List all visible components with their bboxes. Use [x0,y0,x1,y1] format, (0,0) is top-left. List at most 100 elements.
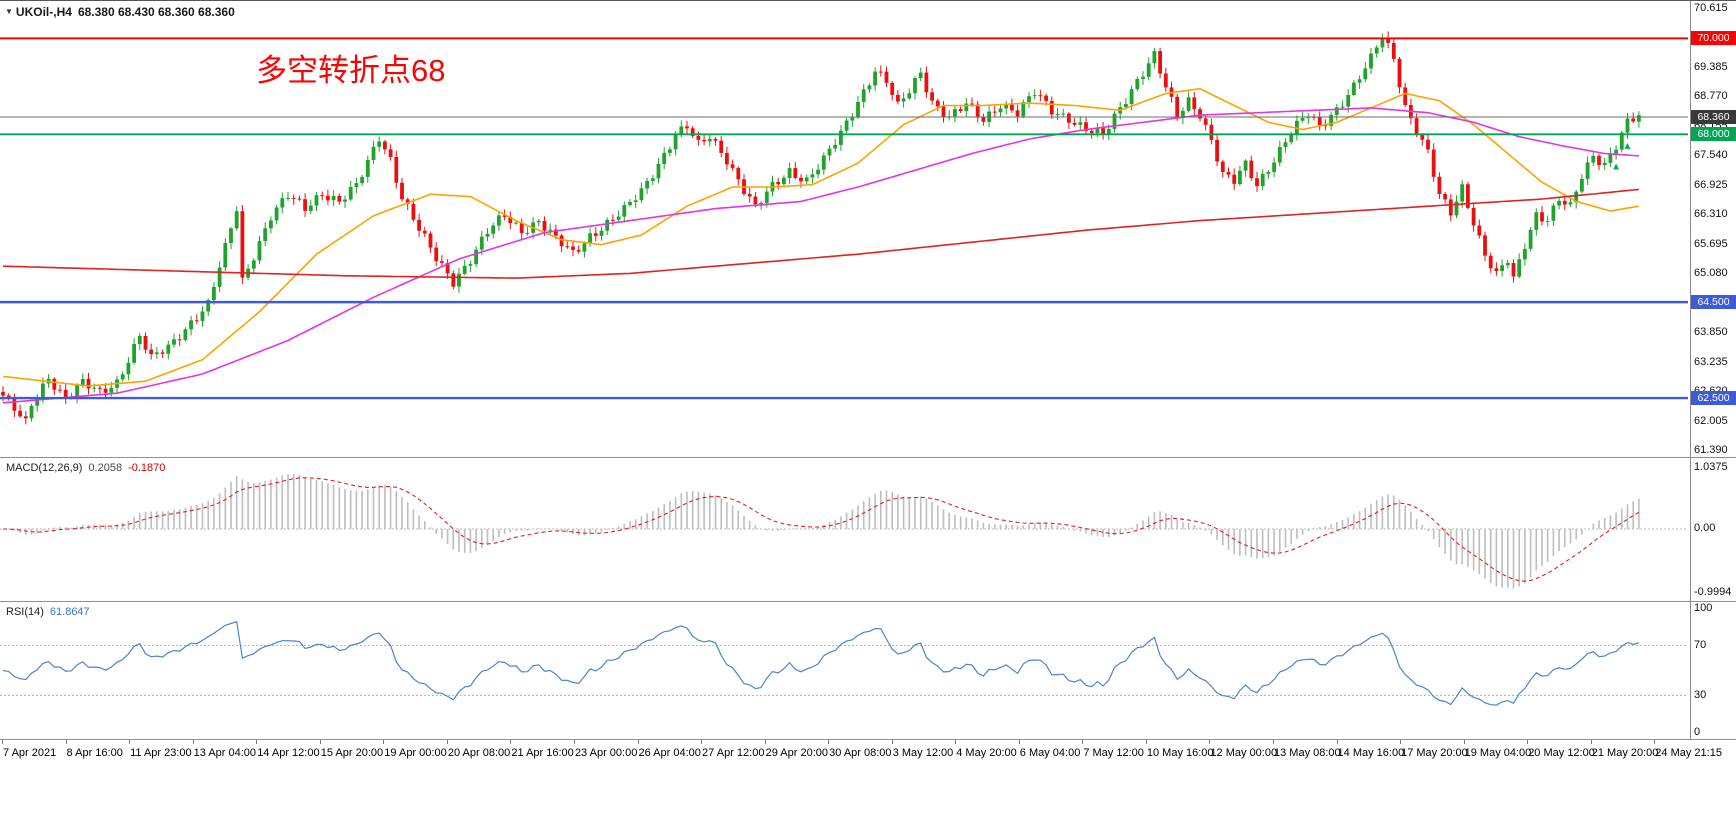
candle [787,168,792,178]
candle [394,157,399,183]
candle [1209,124,1214,140]
price-axis[interactable]: 70.615 69.385 68.770 68.155 67.540 66.925 66.3… [1690,1,1736,457]
candle [63,389,68,398]
candles-layer [1,31,1641,425]
time-tick-label: 6 May 04:00 [1019,747,1081,759]
candle [1243,160,1248,171]
time-tick-label: 12 May 00:00 [1210,747,1278,759]
rsi-axis[interactable]: 100 70 30 0 [1690,602,1736,740]
candle [565,246,570,248]
candle [1523,248,1527,260]
candle [1448,199,1453,216]
candle [810,174,815,178]
candle [155,352,159,355]
candle [1551,205,1556,221]
candle [514,222,518,224]
candle [1631,118,1636,122]
candle [707,138,712,142]
candle [1158,51,1162,74]
macd-indicator-pane[interactable]: MACD(12,26,9) 0.2058 -0.1870 1.0375 0.00 -0.… [0,457,1736,602]
price-tick-label: 0 [1694,726,1701,738]
candle [1460,184,1465,202]
buy-signal-arrow-icon [1613,163,1620,170]
candle [1517,259,1522,277]
candle [508,216,513,223]
candle [98,387,102,389]
candle [1249,160,1254,179]
time-axis[interactable]: 7 Apr 2021 8 Apr 16:00 11 Apr 23:00 13 Apr … [0,739,1736,764]
candle [1511,263,1516,277]
main-chart-pane[interactable]: ▼ UKOil-,H4 68.380 68.430 68.360 68.360 多空… [0,1,1736,457]
annotation-text[interactable]: 多空转折点68 [256,53,446,88]
candle [981,116,986,122]
candle [1283,142,1288,147]
macd-label-row: MACD(12,26,9) 0.2058 -0.1870 [6,462,171,474]
price-tick-label: 66.310 [1694,208,1728,221]
candle [759,203,763,205]
candle [1027,96,1031,103]
candle [348,187,353,200]
candle [633,200,638,202]
time-tick-label: 19 Apr 00:00 [384,747,447,759]
candle [428,233,433,248]
candle [308,205,313,211]
candle [958,109,963,111]
candle [588,233,592,244]
candle [377,141,382,147]
candle [1585,162,1590,179]
candle [1255,178,1259,187]
candle [166,344,171,354]
candle [263,228,268,242]
time-tick-label: 26 Apr 04:00 [638,747,701,759]
candle [1032,95,1037,97]
candle [839,130,843,145]
time-tick-mark [955,740,957,744]
candle [1494,268,1499,272]
rsi-chart[interactable] [0,602,1690,739]
candle [200,311,205,321]
candle [80,378,85,386]
candle [918,72,923,78]
candle [1192,97,1197,110]
dropdown-marker-icon[interactable]: ▼ [5,7,13,16]
candle [753,196,758,205]
candle [75,385,79,398]
candle [462,265,467,274]
candle [371,146,376,160]
candle [269,220,273,229]
candle [240,211,245,278]
candle [941,106,946,118]
candle [1431,149,1436,177]
time-tick-mark [891,740,893,744]
candle [559,235,564,247]
candle [935,100,940,107]
candlestick-chart[interactable] [0,1,1690,457]
macd-axis[interactable]: 1.0375 0.00 -0.9994 [1690,458,1736,602]
time-tick-label: 23 Apr 00:00 [574,747,638,759]
candle [690,128,695,136]
candle [668,149,672,153]
candle [1608,153,1613,163]
time-tick-label: 19 May 04:00 [1464,747,1532,759]
macd-chart[interactable] [0,458,1690,601]
candle [1186,97,1191,111]
candle [1488,255,1493,269]
candle [1289,134,1294,143]
rsi-indicator-pane[interactable]: RSI(14) 61.8647 100 70 30 0 [0,601,1736,740]
time-tick-mark [383,740,385,744]
candle [400,182,404,200]
candle [730,164,735,168]
time-tick-label: 14 Apr 12:00 [257,747,320,759]
candle [747,194,752,197]
candle [1146,63,1151,77]
candle [804,177,809,182]
candle [18,410,22,417]
candle [890,82,895,95]
candle [1369,53,1373,69]
time-tick-mark [129,740,131,744]
candle [1226,172,1231,175]
price-level-badge: 68.000 [1691,127,1736,142]
candle [354,183,359,187]
candle [291,197,296,199]
